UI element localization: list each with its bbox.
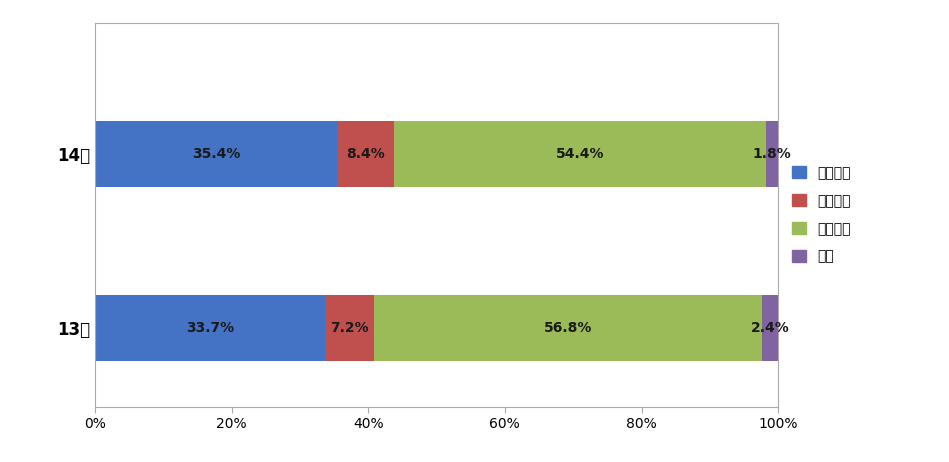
Bar — [326, 295, 374, 361]
Bar — [95, 121, 337, 187]
Text: 7.2%: 7.2% — [330, 321, 369, 335]
Text: 35.4%: 35.4% — [192, 147, 240, 161]
Text: 56.8%: 56.8% — [544, 321, 592, 335]
Bar — [95, 295, 326, 361]
Text: 2.4%: 2.4% — [752, 321, 790, 335]
Bar — [762, 295, 779, 361]
Bar — [374, 295, 762, 361]
Text: 54.4%: 54.4% — [556, 147, 605, 161]
Legend: 기초연구, 응용연구, 개발연구, 기타: 기초연구, 응용연구, 개발연구, 기타 — [792, 166, 850, 264]
Bar — [394, 121, 766, 187]
Text: 33.7%: 33.7% — [186, 321, 234, 335]
Text: 8.4%: 8.4% — [346, 147, 385, 161]
Text: 1.8%: 1.8% — [753, 147, 791, 161]
Bar — [337, 121, 394, 187]
Bar — [766, 121, 778, 187]
